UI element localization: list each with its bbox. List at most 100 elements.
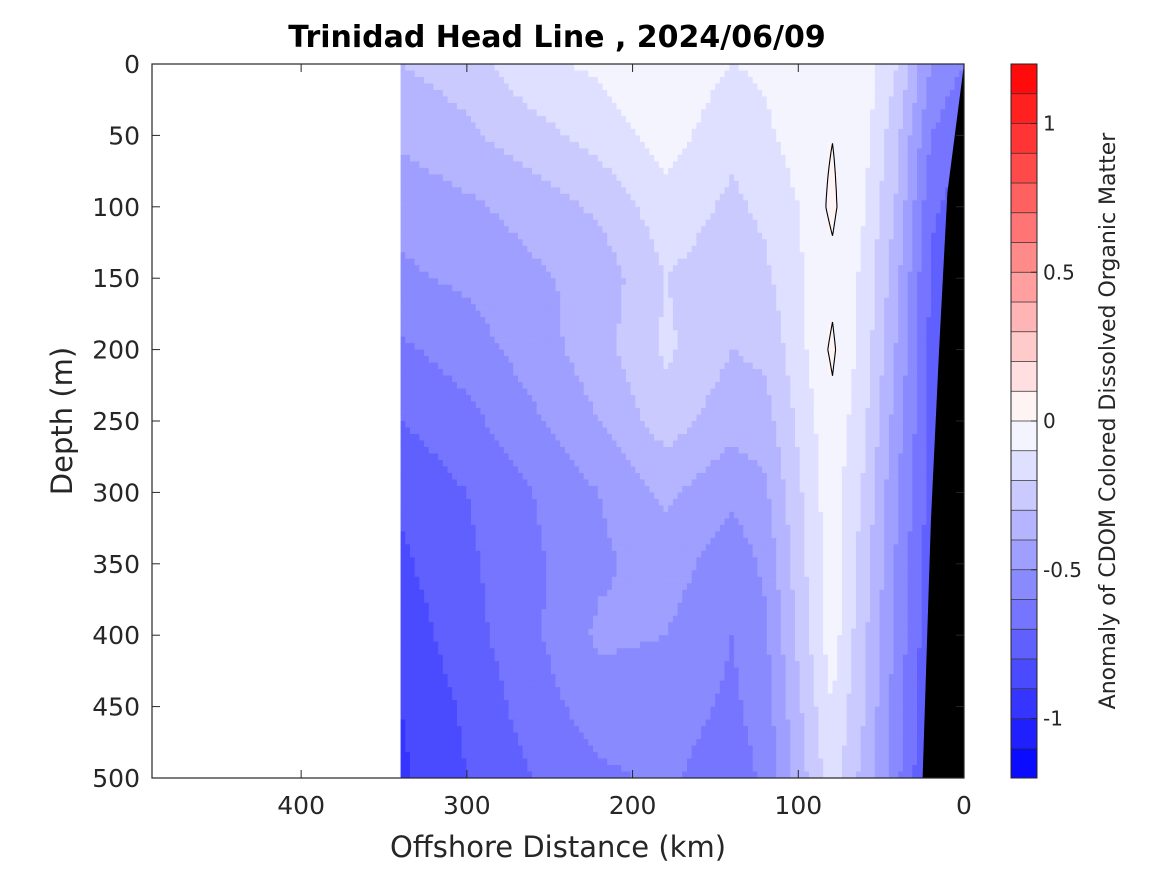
field-cell (485, 602, 491, 610)
field-cell (593, 174, 599, 182)
field-cell (602, 323, 608, 331)
field-cell (532, 498, 538, 506)
field-cell (494, 706, 500, 714)
field-cell (583, 76, 589, 85)
field-cell (424, 667, 430, 675)
field-cell (461, 226, 467, 234)
field-cell (494, 622, 500, 630)
field-cell (569, 427, 575, 435)
field-cell (424, 219, 430, 227)
field-cell (499, 524, 505, 532)
field-cell (555, 356, 561, 364)
field-cell (555, 375, 561, 383)
field-cell (532, 148, 538, 156)
field-cell (433, 719, 439, 727)
field-cell (593, 537, 599, 545)
field-cell (400, 719, 406, 727)
field-cell (541, 226, 547, 234)
field-cell (574, 128, 580, 136)
field-cell (532, 154, 538, 162)
field-cell (442, 518, 449, 526)
field-cell (560, 700, 566, 708)
field-cell (485, 174, 491, 182)
field-cell (546, 323, 552, 331)
field-cell (522, 83, 528, 91)
field-cell (424, 680, 430, 688)
field-cell (494, 739, 500, 747)
field-cell (433, 758, 439, 766)
field-cell (499, 109, 505, 117)
field-cell (409, 745, 416, 753)
field-cell (400, 414, 406, 422)
field-cell (607, 745, 613, 753)
field-cell (442, 96, 449, 104)
field-cell (546, 589, 552, 597)
field-cell (550, 713, 557, 721)
field-cell (433, 213, 439, 221)
field-cell (489, 479, 496, 487)
field-cell (532, 252, 538, 260)
field-cell (513, 563, 519, 571)
field-cell (607, 89, 613, 98)
field-cell (447, 369, 453, 377)
field-cell (532, 752, 538, 760)
field-cell (475, 485, 481, 493)
field-cell (546, 330, 552, 338)
field-cell (442, 369, 449, 377)
field-cell (433, 375, 439, 383)
field-cell (499, 752, 505, 760)
field-cell (461, 232, 467, 240)
field-cell (513, 258, 519, 266)
field-cell (536, 265, 543, 273)
field-cell (400, 64, 406, 72)
field-cell (597, 89, 604, 98)
field-cell (499, 200, 505, 208)
field-cell (499, 297, 505, 305)
field-cell (442, 317, 449, 325)
field-cell (414, 310, 420, 318)
field-cell (494, 615, 500, 623)
field-cell (569, 76, 575, 85)
field-cell (555, 382, 561, 390)
field-cell (480, 115, 486, 124)
field-cell (452, 206, 458, 214)
field-cell (574, 226, 580, 234)
field-cell (560, 148, 566, 156)
field-cell (456, 687, 463, 695)
field-cell (456, 369, 463, 377)
field-cell (419, 395, 425, 403)
field-cell (419, 557, 425, 565)
field-cell (536, 589, 543, 597)
field-cell (485, 433, 491, 442)
field-cell (546, 570, 552, 578)
field-cell (409, 193, 416, 201)
field-cell (419, 453, 425, 461)
field-cell (602, 609, 608, 617)
field-cell (532, 109, 538, 117)
field-cell (555, 271, 561, 279)
field-cell (578, 479, 585, 487)
field-cell (466, 511, 472, 519)
field-cell (564, 167, 571, 175)
field-cell (602, 70, 608, 78)
field-cell (522, 128, 528, 136)
field-cell (456, 76, 463, 85)
field-cell (400, 544, 406, 552)
field-cell (536, 219, 543, 227)
field-cell (461, 122, 467, 130)
field-cell (447, 349, 453, 357)
field-cell (597, 395, 604, 403)
field-cell (424, 654, 430, 662)
field-cell (466, 135, 472, 143)
field-cell (409, 362, 416, 370)
field-cell (471, 200, 477, 208)
field-cell (550, 472, 557, 481)
field-cell (574, 102, 580, 111)
field-cell (522, 200, 528, 208)
field-cell (419, 388, 425, 396)
field-cell (414, 706, 420, 714)
field-cell (466, 453, 472, 461)
field-cell (593, 135, 599, 143)
field-cell (400, 349, 406, 357)
field-cell (503, 258, 510, 266)
